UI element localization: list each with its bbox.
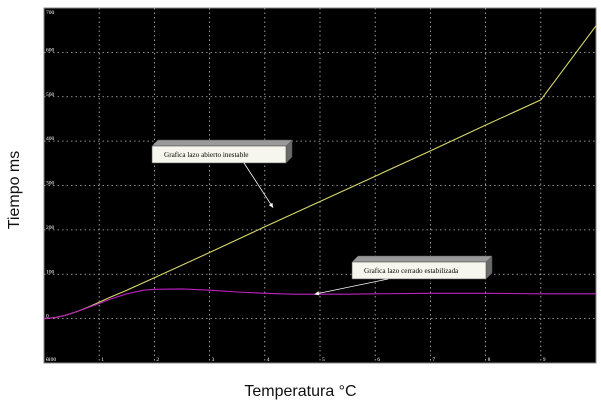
x-tick-label: 7 xyxy=(432,357,435,363)
tick-layer: 0123456789107006005004003002001000-100 xyxy=(46,10,601,363)
x-tick-label: 6 xyxy=(377,357,380,363)
y-axis-label: Tiempo ms xyxy=(6,150,23,230)
x-axis-label: Temperatura °C xyxy=(244,383,357,400)
x-tick-label: 1 xyxy=(101,357,104,363)
x-tick-label: 5 xyxy=(322,357,325,363)
annotation-label: Grafica lazo abierto inestable xyxy=(164,151,248,159)
y-tick-label: 600 xyxy=(46,47,55,53)
annotation-label: Grafica lazo cerrado estabilizada xyxy=(364,267,459,275)
y-tick-label: 500 xyxy=(46,92,55,98)
x-tick-label: 0 xyxy=(46,357,49,363)
x-tick-label: 4 xyxy=(267,357,270,363)
y-axis-label-container: Tiempo ms xyxy=(4,0,26,405)
series-line-2 xyxy=(43,288,596,320)
x-tick-label: 10 xyxy=(598,357,601,363)
annotation-callout: Grafica lazo cerrado estabilizada xyxy=(314,255,493,296)
y-tick-label: 300 xyxy=(46,181,55,187)
y-tick-label: -100 xyxy=(46,357,56,363)
y-tick-label: 400 xyxy=(46,136,55,142)
x-tick-label: 8 xyxy=(488,357,491,363)
x-tick-label: 2 xyxy=(156,357,159,363)
annotation-callout: Grafica lazo abierto inestable xyxy=(151,139,293,208)
y-tick-label: 100 xyxy=(46,269,55,275)
y-tick-label: 700 xyxy=(46,10,55,16)
y-tick-label: 200 xyxy=(46,225,55,231)
annotation-layer: Grafica lazo abierto inestable Grafica la… xyxy=(151,139,493,296)
grid-layer xyxy=(44,8,596,363)
y-tick-label: 0 xyxy=(46,314,49,320)
x-tick-label: 3 xyxy=(212,357,215,363)
x-tick-label: 9 xyxy=(543,357,546,363)
series-layer xyxy=(43,25,597,320)
